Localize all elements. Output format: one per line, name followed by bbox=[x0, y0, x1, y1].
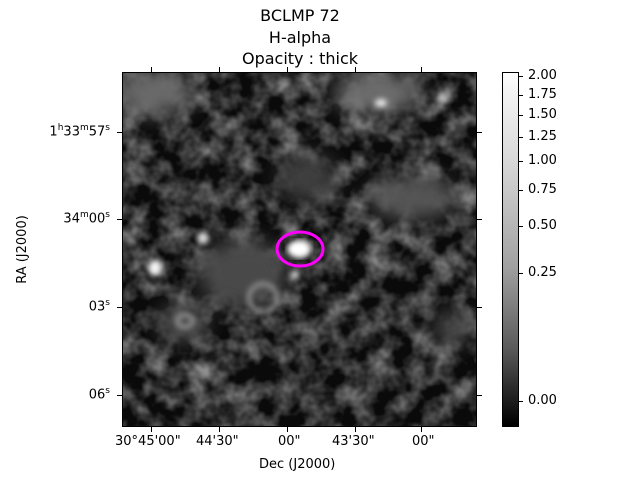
colorbar-tick-label: 0.25 bbox=[528, 265, 557, 280]
halpha-image bbox=[123, 73, 476, 426]
x-tick-label: 30°45'00" bbox=[115, 434, 181, 449]
colorbar-tick-label: 1.75 bbox=[528, 87, 557, 102]
x-tick-label: 44'30" bbox=[196, 434, 239, 449]
y-tick-label: 06s bbox=[88, 386, 110, 403]
figure-title-line2: H-alpha bbox=[268, 28, 332, 47]
colorbar-tick-label: 0.50 bbox=[528, 218, 557, 233]
colorbar-tick-label: 1.25 bbox=[528, 129, 557, 144]
y-tick-label: 34m00s bbox=[63, 210, 110, 227]
x-tick-label: 00" bbox=[278, 434, 301, 449]
figure-title-line3: Opacity : thick bbox=[241, 49, 359, 68]
y-tick-label: 1h33m57s bbox=[49, 123, 110, 140]
colorbar-tick-label: 1.50 bbox=[528, 107, 557, 122]
x-axis-label: Dec (J2000) bbox=[259, 457, 336, 472]
colorbar-tick-label: 1.00 bbox=[528, 153, 557, 168]
colorbar-tick-label: 0.75 bbox=[528, 182, 557, 197]
y-axis-label: RA (J2000) bbox=[14, 215, 30, 284]
x-tick-label: 00" bbox=[412, 434, 435, 449]
halpha-image-panel bbox=[122, 72, 477, 427]
y-tick-label: 03s bbox=[88, 298, 110, 315]
colorbar bbox=[502, 72, 519, 427]
point-sources bbox=[148, 94, 448, 329]
colorbar-tick-label: 2.00 bbox=[528, 68, 557, 83]
figure-title-line1: BCLMP 72 bbox=[260, 6, 340, 25]
extended-emission bbox=[123, 73, 473, 346]
x-tick-label: 43'30" bbox=[332, 434, 375, 449]
bclmp72-source bbox=[287, 240, 311, 258]
source-ellipse-marker bbox=[275, 230, 325, 268]
colorbar-tick-label: 0.00 bbox=[528, 393, 557, 408]
